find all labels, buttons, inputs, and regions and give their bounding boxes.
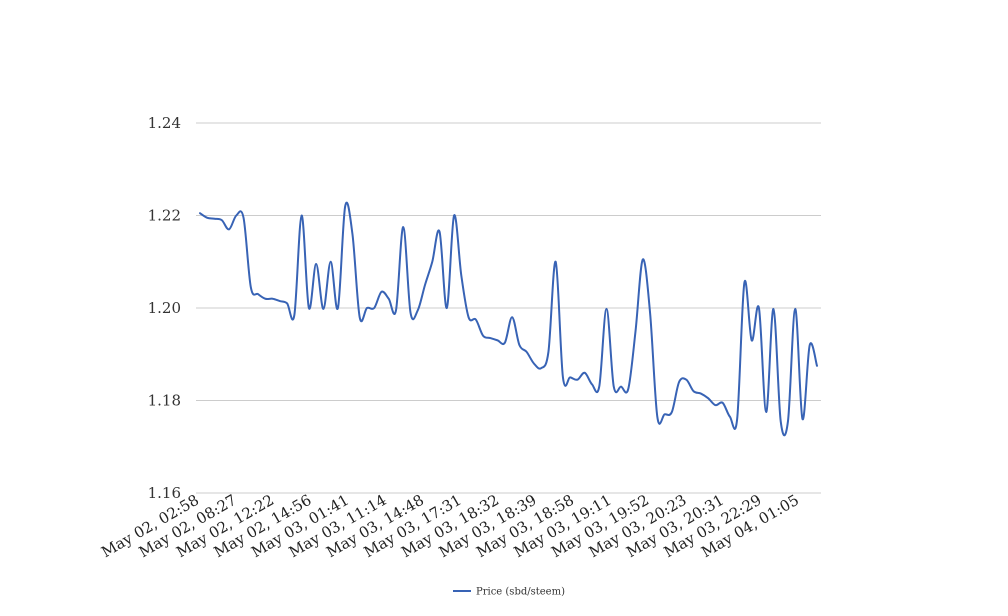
y-axis-ticks: 1.16 1.18 1.20 1.22 1.24 <box>148 114 181 502</box>
y-tick-label: 1.18 <box>148 392 181 410</box>
y-tick-label: 1.24 <box>148 114 181 132</box>
legend: Price (sbd/steem) <box>453 587 565 598</box>
price-series-line <box>199 201 818 437</box>
gridlines <box>196 122 821 494</box>
legend-label: Price (sbd/steem) <box>476 587 565 598</box>
y-tick-label: 1.22 <box>148 207 181 225</box>
y-tick-label: 1.20 <box>148 299 181 317</box>
y-tick-label: 1.16 <box>148 484 181 502</box>
